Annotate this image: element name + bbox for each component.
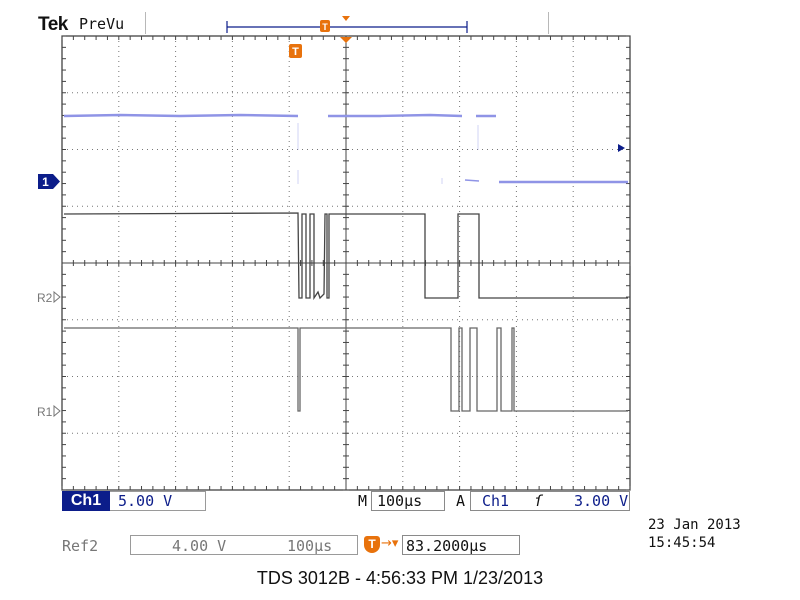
channel-tag[interactable]: Ch1 [62, 491, 110, 511]
acquisition-mode: PreVu [79, 15, 125, 33]
trigger-level-marker [618, 144, 625, 152]
trigger-position-icon: T [289, 44, 302, 58]
reference-box [130, 535, 358, 555]
timebase-prefix: M [358, 492, 368, 510]
reference-label: Ref2 [62, 537, 99, 555]
ref1-marker: R1 [37, 404, 61, 419]
trigger-offset-box [402, 535, 520, 555]
tek-logo: Tek [38, 14, 68, 35]
svg-text:R2: R2 [37, 291, 53, 305]
record-trigger-icon: T [320, 20, 330, 32]
record-view-bar [226, 16, 468, 33]
trigger-point-marker [340, 37, 352, 43]
screenshot-caption: TDS 3012B - 4:56:33 PM 1/23/2013 [256, 568, 544, 588]
time-readout: 15:45:54 [648, 535, 716, 551]
svg-text:T: T [292, 46, 299, 58]
ch1-waveform [63, 113, 628, 184]
svg-text:R1: R1 [37, 405, 53, 419]
date-readout: 23 Jan 2013 [648, 517, 741, 533]
trigger-level: 3.00 V [574, 492, 629, 510]
ch1-ground-marker: 1 [38, 174, 60, 189]
trigger-offset-icon: T [364, 536, 380, 553]
header-divider [548, 12, 549, 34]
rising-edge-icon: ſ [534, 492, 544, 510]
channel-scale-box [110, 491, 206, 511]
reference-time: 100µs [287, 537, 333, 555]
trigger-box [470, 491, 630, 511]
ref1-waveform [64, 327, 628, 412]
reference-volts: 4.00 V [172, 537, 227, 555]
svg-text:T: T [322, 22, 328, 32]
channel-scale: 5.00 V [118, 492, 173, 510]
ref2-waveform [63, 212, 628, 301]
timebase: 100µs [377, 492, 423, 510]
trigger-offset-arrow-icon: →▾ [381, 536, 399, 551]
trigger-source: Ch1 [482, 492, 510, 510]
graticule-grid [61, 35, 631, 491]
trigger-prefix: A [456, 492, 466, 510]
header-divider [145, 12, 146, 34]
svg-text:1: 1 [42, 175, 49, 189]
trigger-offset-value: 83.2000µs [406, 537, 488, 555]
timebase-box [371, 491, 445, 511]
ref2-marker: R2 [37, 290, 61, 305]
